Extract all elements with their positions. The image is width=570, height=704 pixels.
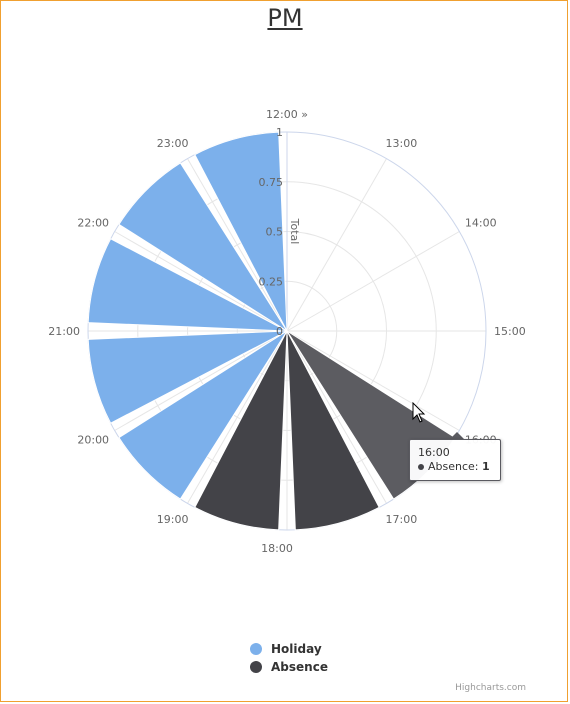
category-label-1: 13:00 (386, 137, 418, 150)
category-label-7: 19:00 (157, 513, 189, 526)
category-label-2: 14:00 (465, 217, 497, 230)
category-label-3: 15:00 (494, 325, 526, 338)
column-holiday-7 (118, 330, 288, 500)
column-absence-6 (194, 330, 288, 531)
column-holiday-11 (194, 131, 288, 332)
tooltip-body: Absence: 1 (418, 460, 492, 474)
x-gridline-4 (286, 330, 460, 431)
x-gridline-11 (187, 158, 288, 332)
category-label-6: 18:00 (261, 542, 293, 555)
category-label-0: 12:00 » (266, 108, 308, 121)
legend-label-holiday: Holiday (271, 642, 322, 656)
legend-label-absence: Absence (271, 660, 328, 674)
x-gridline-7 (187, 330, 288, 504)
x-gridline-10 (114, 231, 288, 332)
legend: Holiday Absence (250, 640, 328, 676)
column-holiday-9 (87, 238, 288, 332)
column-holiday-8 (87, 330, 288, 424)
legend-symbol-absence (250, 661, 262, 673)
tooltip-header: 16:00 (418, 446, 450, 459)
mouse-cursor-icon (412, 402, 426, 423)
category-label-5: 17:00 (386, 513, 418, 526)
x-gridline-1 (286, 158, 387, 332)
legend-item-holiday[interactable]: Holiday (250, 640, 328, 658)
category-label-11: 23:00 (157, 137, 189, 150)
chart-title: PM (267, 4, 303, 32)
x-gridline-2 (286, 231, 460, 332)
column-holiday-10 (118, 162, 288, 332)
y-tick-label-1: 0.25 (259, 275, 284, 288)
legend-symbol-holiday (250, 643, 262, 655)
credits-link[interactable]: Highcharts.com (455, 683, 526, 693)
y-axis-title: Total (288, 218, 301, 245)
legend-item-absence[interactable]: Absence (250, 658, 328, 676)
y-tick-label-4: 1 (276, 126, 283, 139)
column-absence-5 (286, 330, 380, 531)
y-tick-label-0: 0 (276, 325, 283, 338)
tooltip-value: 1 (482, 460, 490, 473)
tooltip: 16:00 Absence: 1 (409, 439, 501, 481)
category-label-9: 21:00 (48, 325, 80, 338)
y-tick-label-2: 0.5 (266, 226, 284, 239)
category-label-8: 20:00 (77, 434, 109, 447)
x-gridline-8 (114, 330, 288, 431)
y-tick-label-3: 0.75 (259, 176, 284, 189)
x-gridline-5 (286, 330, 387, 504)
tooltip-arrow (450, 432, 464, 439)
tooltip-series-dot (418, 464, 424, 470)
tooltip-series-name: Absence (428, 460, 475, 473)
category-label-10: 22:00 (77, 217, 109, 230)
